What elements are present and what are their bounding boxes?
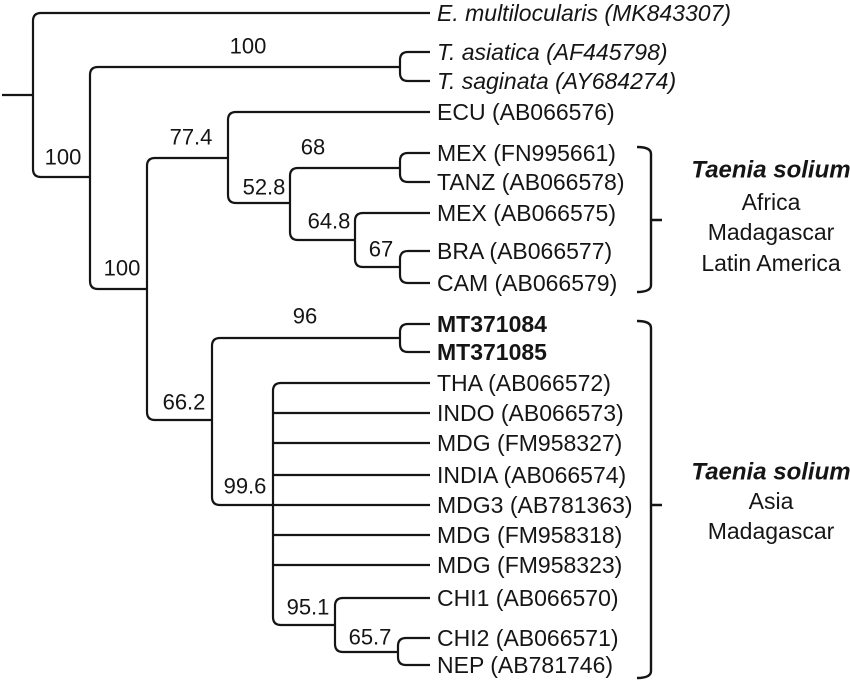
leaf-label-ecu-ab066576: ECU (AB066576) [437, 99, 615, 125]
node-asiatica-saginata-connector [398, 50, 409, 83]
clade-region-asia-madagascar-asia: Asia [749, 488, 794, 514]
leaf-label-mdg-fm958327: MDG (FM958327) [437, 430, 622, 456]
node-root-connector [31, 11, 42, 179]
bootstrap-clade-68: 68 [301, 135, 325, 160]
bootstrap-clade-96: 96 [293, 304, 317, 329]
leaf-label-cam-ab066579: CAM (AB066579) [437, 270, 617, 296]
leaf-label-tanz-ab066578: TANZ (AB066578) [437, 169, 624, 195]
leaf-label-nep-ab781746: NEP (AB781746) [437, 652, 613, 678]
clade-region-africa-latin-america-africa: Africa [742, 189, 801, 215]
bootstrap-asian-clade: 66.2 [163, 390, 206, 415]
leaf-label-tha-ab066572: THA (AB066572) [437, 370, 611, 396]
bootstrap-t-solium: 100 [104, 256, 141, 281]
node-clade-67-connector [398, 249, 409, 285]
clade-bracket-africa-latin-america [636, 145, 662, 294]
leaf-label-t-saginata-ay684274: T. saginata (AY684274) [437, 68, 676, 94]
node-clade-64-8-connector [353, 211, 364, 269]
bootstrap-clade-52-8: 52.8 [243, 175, 286, 200]
bootstrap-clade-64-8: 64.8 [308, 209, 351, 234]
leaf-label-indo-ab066573: INDO (AB066573) [437, 400, 624, 426]
leaf-label-mdg-fm958323: MDG (FM958323) [437, 552, 622, 578]
leaf-label-chi1-ab066570: CHI1 (AB066570) [437, 585, 619, 611]
bootstrap-clade-65-7: 65.7 [349, 625, 392, 650]
node-taenia-all-connector [88, 65, 99, 291]
clade-title-asia-madagascar: Taenia solium [691, 458, 850, 485]
bootstrap-clade-67: 67 [369, 237, 393, 262]
bootstrap-clade-99-6: 99.6 [224, 474, 267, 499]
node-clade-95-1-connector [333, 596, 344, 654]
leaf-label-t-asiatica-af445798: T. asiatica (AF445798) [437, 39, 668, 65]
leaf-label-mex-fn995661: MEX (FN995661) [437, 140, 616, 166]
leaf-label-mdg-fm958318: MDG (FM958318) [437, 522, 622, 548]
leaf-label-bra-ab066577: BRA (AB066577) [437, 238, 612, 264]
clade-region-africa-latin-america-latin-america: Latin America [701, 250, 841, 276]
node-clade-68-connector [398, 151, 409, 184]
leaf-label-mt371084: MT371084 [437, 311, 547, 337]
leaf-label-e-multilocularis-mk843307: E. multilocularis (MK843307) [437, 0, 731, 26]
node-clade-96-connector [398, 322, 409, 354]
leaf-label-chi2-ab066571: CHI2 (AB066571) [437, 625, 619, 651]
clade-bracket-asia-madagascar [636, 319, 662, 680]
clade-title-africa-latin-america: Taenia solium [691, 156, 850, 183]
node-t-solium-connector [145, 156, 156, 422]
clade-region-asia-madagascar-madagascar: Madagascar [708, 518, 835, 544]
clade-region-africa-latin-america-madagascar: Madagascar [708, 219, 835, 245]
leaf-label-mdg3-ab781363: MDG3 (AB781363) [437, 492, 633, 518]
node-afro-latin-connector [226, 110, 237, 205]
bootstrap-asiatica-saginata: 100 [230, 34, 267, 59]
leaf-label-mt371085: MT371085 [437, 339, 547, 365]
bootstrap-afro-latin: 77.4 [170, 125, 213, 150]
leaf-label-mex-ab066575: MEX (AB066575) [437, 200, 616, 226]
bootstrap-taenia-all: 100 [45, 145, 82, 170]
node-asian-clade-connector [210, 336, 221, 507]
node-clade-65-7-connector [396, 636, 407, 667]
node-clade-52-8-connector [288, 166, 299, 242]
leaf-label-india-ab066574: INDIA (AB066574) [437, 462, 626, 488]
bootstrap-clade-95-1: 95.1 [287, 595, 330, 620]
